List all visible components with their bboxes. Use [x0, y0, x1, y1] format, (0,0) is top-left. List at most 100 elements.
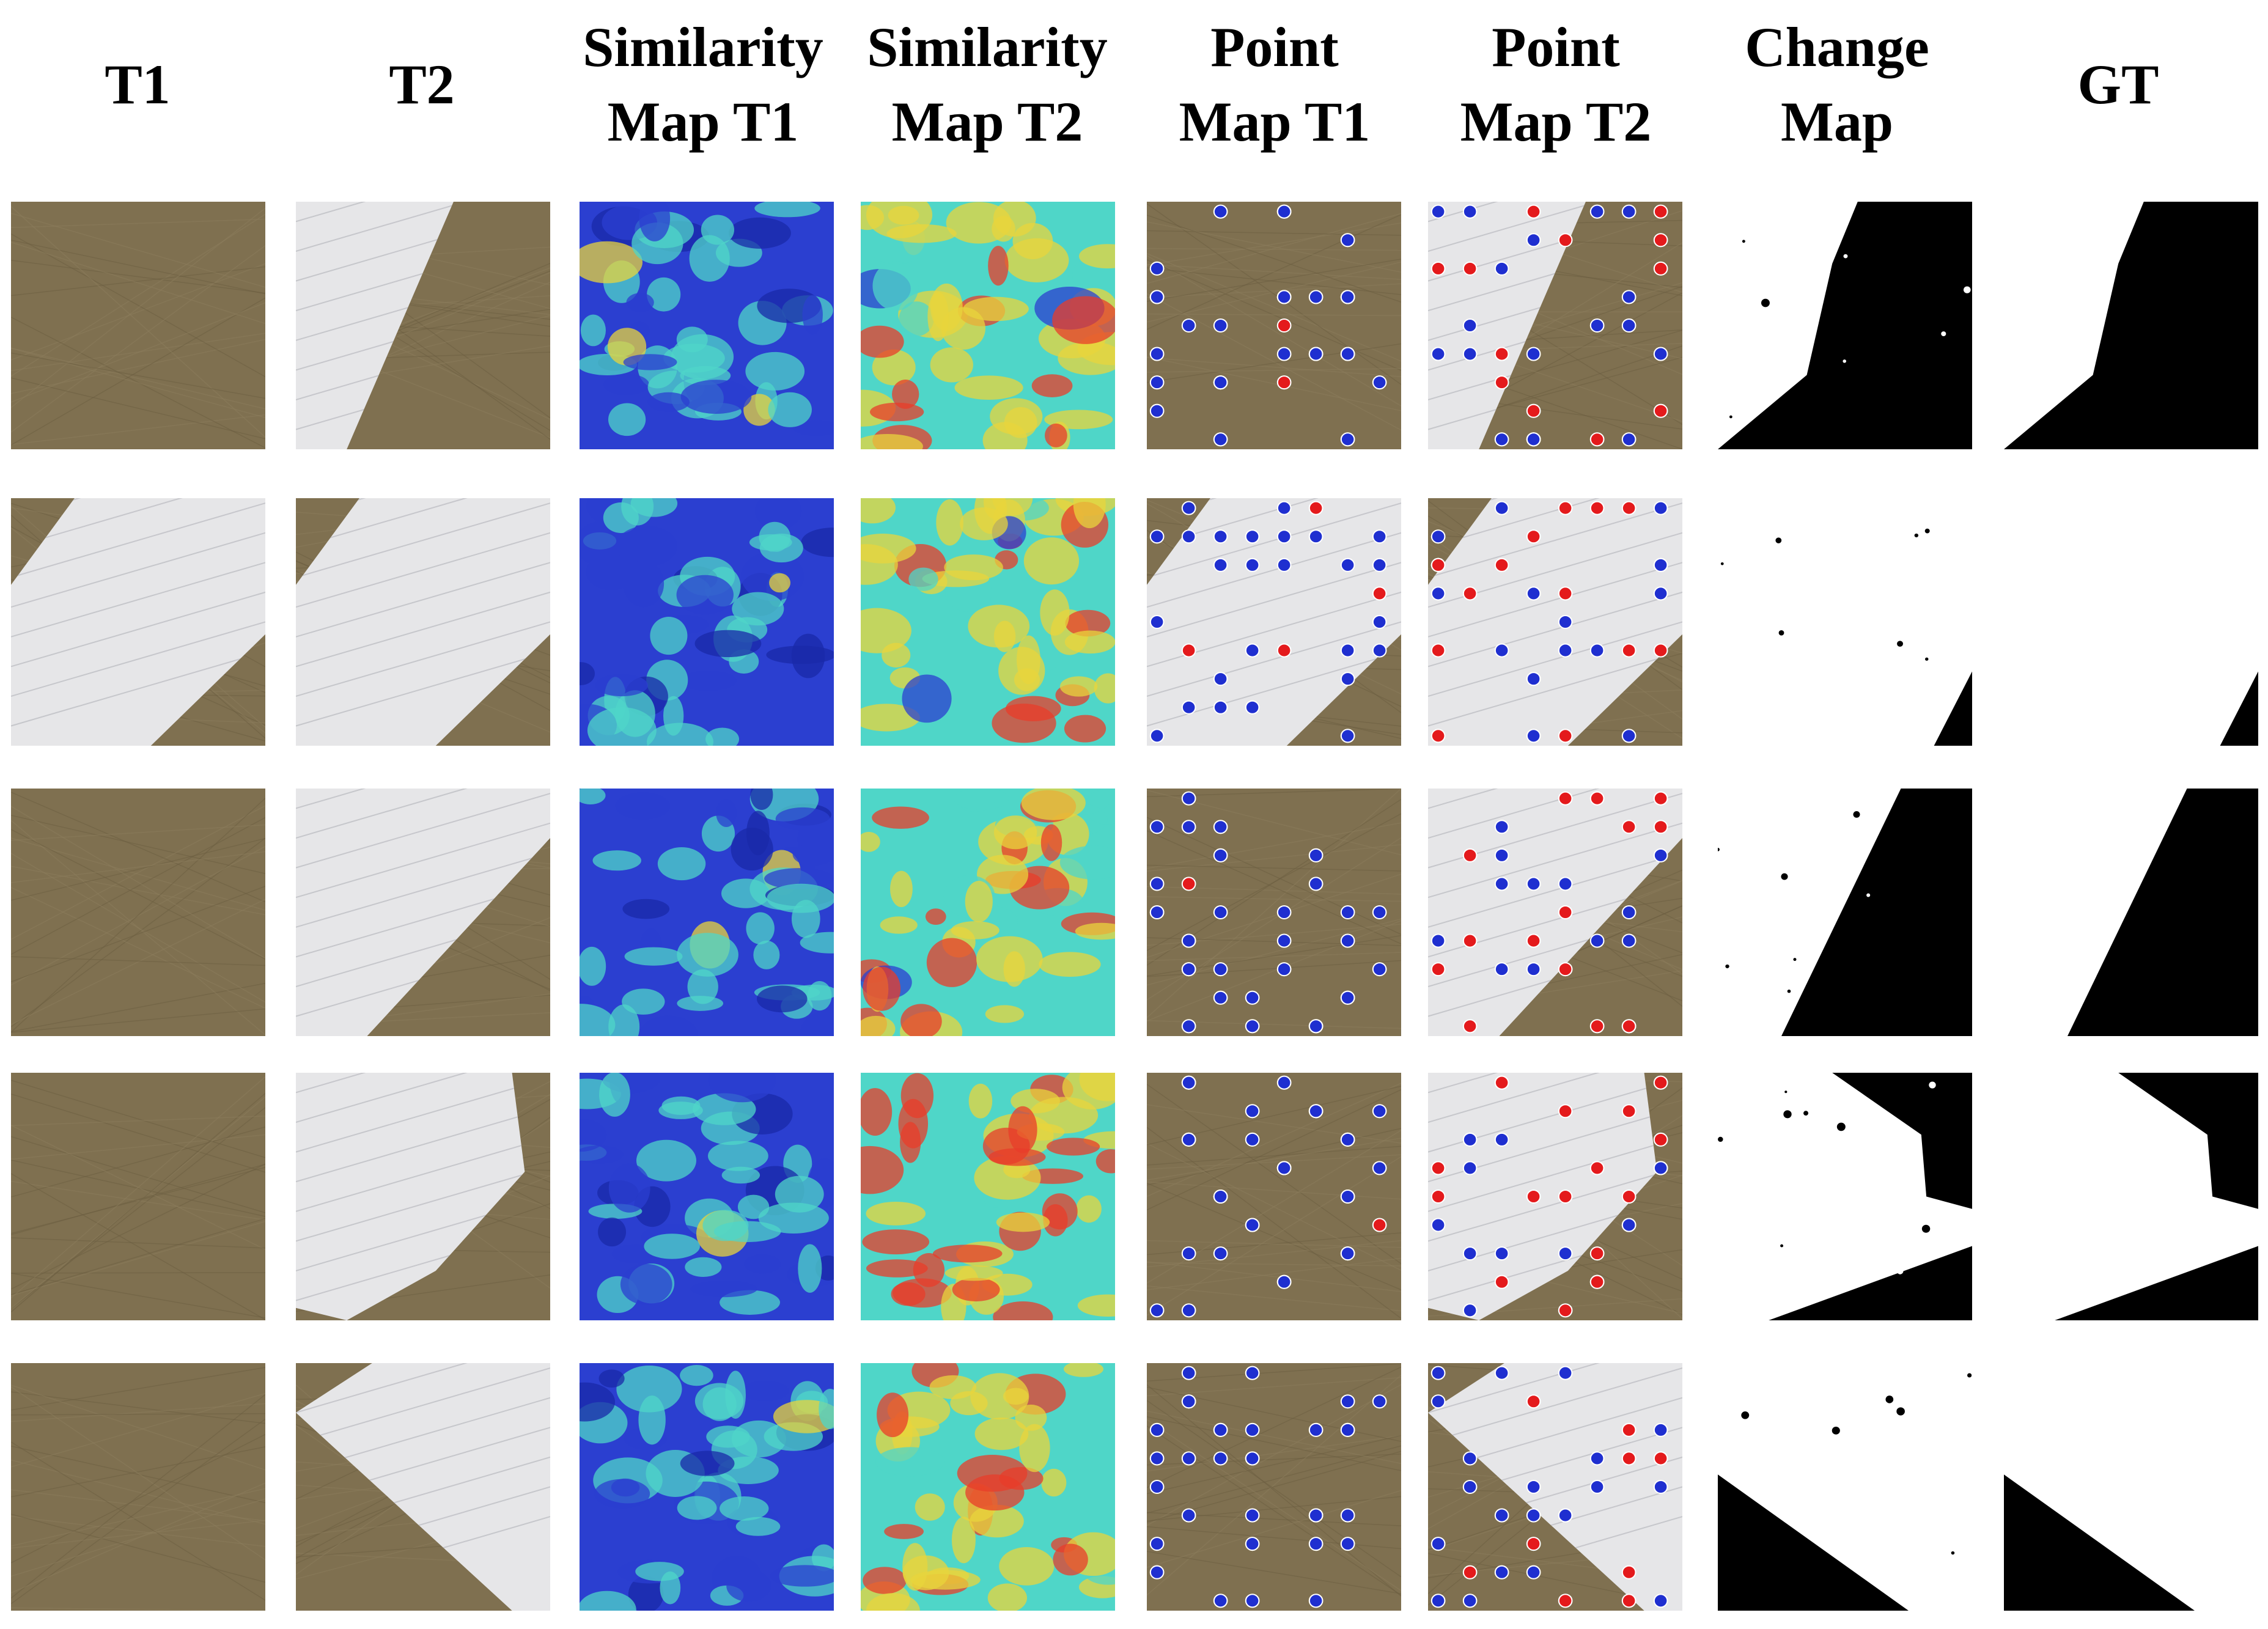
unchanged-point — [1340, 905, 1355, 920]
unchanged-point — [1494, 501, 1509, 515]
unchanged-point — [1149, 403, 1165, 418]
unchanged-point — [1340, 432, 1355, 447]
changed-point — [1494, 375, 1509, 390]
similarity-map-t1-row-2 — [580, 498, 834, 746]
unchanged-point — [1653, 347, 1668, 361]
unchanged-point — [1372, 1104, 1387, 1119]
changed-point — [1621, 1422, 1637, 1437]
unchanged-point — [1621, 729, 1637, 743]
change-map-row-4 — [1718, 1073, 1972, 1320]
unchanged-point — [1308, 877, 1324, 891]
similarity-map-t1-row-5 — [580, 1363, 834, 1611]
unchanged-point — [1372, 1161, 1387, 1175]
unchanged-point — [1181, 933, 1196, 948]
similarity-map-t1-row-1 — [580, 202, 834, 449]
point-map-t2-row-3 — [1428, 789, 1682, 1036]
unchanged-point — [1213, 848, 1228, 862]
unchanged-point — [1430, 586, 1446, 601]
unchanged-point — [1526, 962, 1541, 977]
unchanged-point — [1372, 375, 1387, 390]
changed-point — [1589, 1161, 1605, 1175]
changed-point — [1494, 1274, 1509, 1289]
changed-point — [1372, 1218, 1387, 1232]
unchanged-point — [1245, 1218, 1260, 1232]
t1-image-row-5 — [11, 1363, 265, 1611]
unchanged-point — [1589, 933, 1605, 948]
unchanged-point — [1430, 1366, 1446, 1380]
point-map-t2-row-2 — [1428, 498, 1682, 746]
unchanged-point — [1245, 1422, 1260, 1437]
changed-point — [1181, 643, 1196, 658]
changed-point — [1589, 1274, 1605, 1289]
point-map-t2-row-5 — [1428, 1363, 1682, 1611]
unchanged-point — [1494, 643, 1509, 658]
unchanged-point — [1372, 962, 1387, 977]
column-header-8: GT — [2077, 53, 2159, 116]
unchanged-point — [1430, 1218, 1446, 1232]
changed-point — [1589, 791, 1605, 806]
unchanged-point — [1276, 1274, 1292, 1289]
unchanged-point — [1340, 990, 1355, 1005]
point-map-t1-row-2 — [1147, 498, 1401, 746]
changed-point — [1462, 1565, 1478, 1579]
unchanged-point — [1213, 375, 1228, 390]
unchanged-point — [1308, 1019, 1324, 1034]
unchanged-point — [1181, 1303, 1196, 1318]
unchanged-point — [1372, 643, 1387, 658]
unchanged-point — [1213, 820, 1228, 834]
unchanged-point — [1245, 1537, 1260, 1551]
changed-point — [1653, 791, 1668, 806]
changed-point — [1558, 791, 1573, 806]
changed-point — [1430, 962, 1446, 977]
changed-point — [1621, 1565, 1637, 1579]
unchanged-point — [1340, 1422, 1355, 1437]
unchanged-point — [1181, 1246, 1196, 1261]
unchanged-point — [1621, 318, 1637, 333]
changed-point — [1558, 1104, 1573, 1119]
unchanged-point — [1213, 1422, 1228, 1437]
unchanged-point — [1276, 962, 1292, 977]
changed-point — [1462, 933, 1478, 948]
change-map-row-3 — [1718, 789, 1972, 1036]
unchanged-point — [1149, 290, 1165, 304]
unchanged-point — [1340, 933, 1355, 948]
unchanged-point — [1181, 1451, 1196, 1466]
changed-point — [1526, 1537, 1541, 1551]
changed-point — [1589, 501, 1605, 515]
unchanged-point — [1276, 557, 1292, 572]
changed-point — [1653, 820, 1668, 834]
unchanged-point — [1526, 347, 1541, 361]
similarity-map-t2-row-5 — [861, 1363, 1115, 1611]
unchanged-point — [1340, 643, 1355, 658]
unchanged-point — [1245, 990, 1260, 1005]
unchanged-point — [1621, 933, 1637, 948]
changed-point — [1430, 643, 1446, 658]
changed-point — [1558, 905, 1573, 920]
unchanged-point — [1181, 1508, 1196, 1523]
unchanged-point — [1526, 672, 1541, 686]
unchanged-point — [1462, 1246, 1478, 1261]
unchanged-point — [1245, 1508, 1260, 1523]
unchanged-point — [1558, 1366, 1573, 1380]
unchanged-point — [1430, 1537, 1446, 1551]
gt-mask-row-1 — [2004, 202, 2258, 449]
unchanged-point — [1308, 1422, 1324, 1437]
unchanged-point — [1462, 1303, 1478, 1318]
unchanged-point — [1372, 1394, 1387, 1409]
unchanged-point — [1526, 877, 1541, 891]
similarity-map-t2-row-1 — [861, 202, 1115, 449]
changed-point — [1589, 1019, 1605, 1034]
unchanged-point — [1276, 290, 1292, 304]
similarity-map-t1-row-4 — [580, 1073, 834, 1320]
unchanged-point — [1653, 1479, 1668, 1495]
unchanged-point — [1653, 501, 1668, 515]
unchanged-point — [1308, 848, 1324, 862]
unchanged-point — [1181, 962, 1196, 977]
unchanged-point — [1276, 933, 1292, 948]
unchanged-point — [1558, 1508, 1573, 1523]
unchanged-point — [1372, 905, 1387, 920]
changed-point — [1526, 529, 1541, 544]
unchanged-point — [1149, 375, 1165, 390]
changed-point — [1526, 403, 1541, 418]
changed-point — [1558, 501, 1573, 515]
